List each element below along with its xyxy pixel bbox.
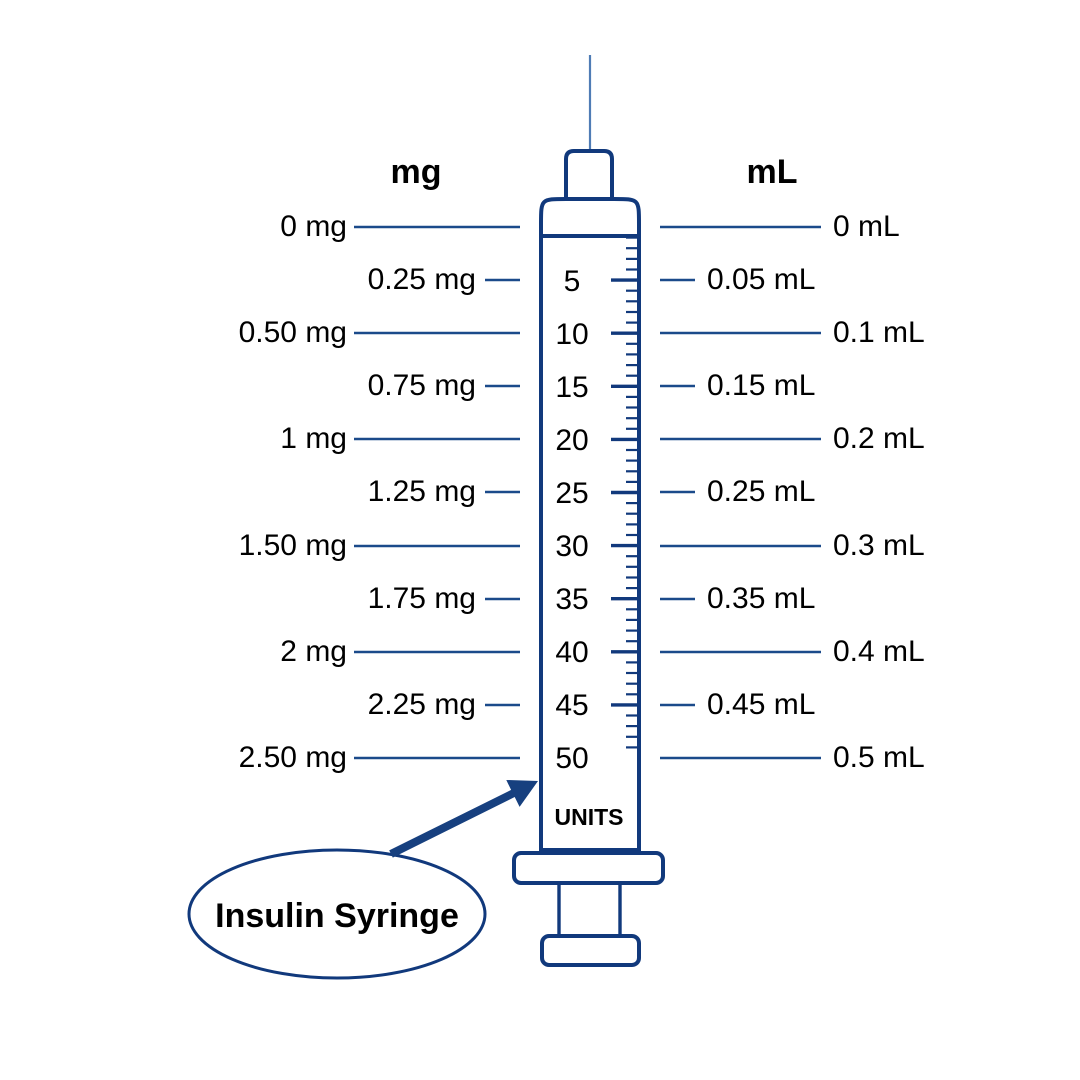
svg-text:0 mg: 0 mg bbox=[280, 210, 347, 243]
svg-text:Insulin Syringe: Insulin Syringe bbox=[215, 897, 459, 935]
svg-text:0.15 mL: 0.15 mL bbox=[707, 369, 815, 402]
svg-text:0.05 mL: 0.05 mL bbox=[707, 263, 815, 296]
svg-text:0.25 mg: 0.25 mg bbox=[368, 263, 476, 296]
svg-text:0.35 mL: 0.35 mL bbox=[707, 582, 815, 615]
svg-text:5: 5 bbox=[564, 265, 581, 298]
svg-text:1.75 mg: 1.75 mg bbox=[368, 582, 476, 615]
svg-text:0.4 mL: 0.4 mL bbox=[833, 635, 925, 668]
svg-text:0.2 mL: 0.2 mL bbox=[833, 422, 925, 455]
svg-text:30: 30 bbox=[555, 530, 588, 563]
svg-text:2.50 mg: 2.50 mg bbox=[239, 741, 347, 774]
svg-text:1.50 mg: 1.50 mg bbox=[239, 529, 347, 562]
svg-text:0 mL: 0 mL bbox=[833, 210, 900, 243]
svg-text:0.3 mL: 0.3 mL bbox=[833, 529, 925, 562]
svg-text:10: 10 bbox=[555, 318, 588, 351]
svg-text:15: 15 bbox=[555, 371, 588, 404]
svg-text:25: 25 bbox=[555, 477, 588, 510]
svg-text:0.5 mL: 0.5 mL bbox=[833, 741, 925, 774]
svg-text:0.75 mg: 0.75 mg bbox=[368, 369, 476, 402]
svg-text:1 mg: 1 mg bbox=[280, 422, 347, 455]
svg-text:0.25 mL: 0.25 mL bbox=[707, 475, 815, 508]
svg-text:45: 45 bbox=[555, 689, 588, 722]
svg-text:2 mg: 2 mg bbox=[280, 635, 347, 668]
svg-text:50: 50 bbox=[555, 742, 588, 775]
svg-text:20: 20 bbox=[555, 424, 588, 457]
svg-text:1.25 mg: 1.25 mg bbox=[368, 475, 476, 508]
svg-text:40: 40 bbox=[555, 636, 588, 669]
svg-text:mL: mL bbox=[747, 153, 798, 191]
svg-text:0.45 mL: 0.45 mL bbox=[707, 688, 815, 721]
svg-text:UNITS: UNITS bbox=[555, 804, 624, 830]
svg-text:0.1 mL: 0.1 mL bbox=[833, 316, 925, 349]
svg-text:2.25 mg: 2.25 mg bbox=[368, 688, 476, 721]
svg-text:mg: mg bbox=[391, 153, 442, 191]
svg-text:35: 35 bbox=[555, 583, 588, 616]
svg-text:0.50 mg: 0.50 mg bbox=[239, 316, 347, 349]
